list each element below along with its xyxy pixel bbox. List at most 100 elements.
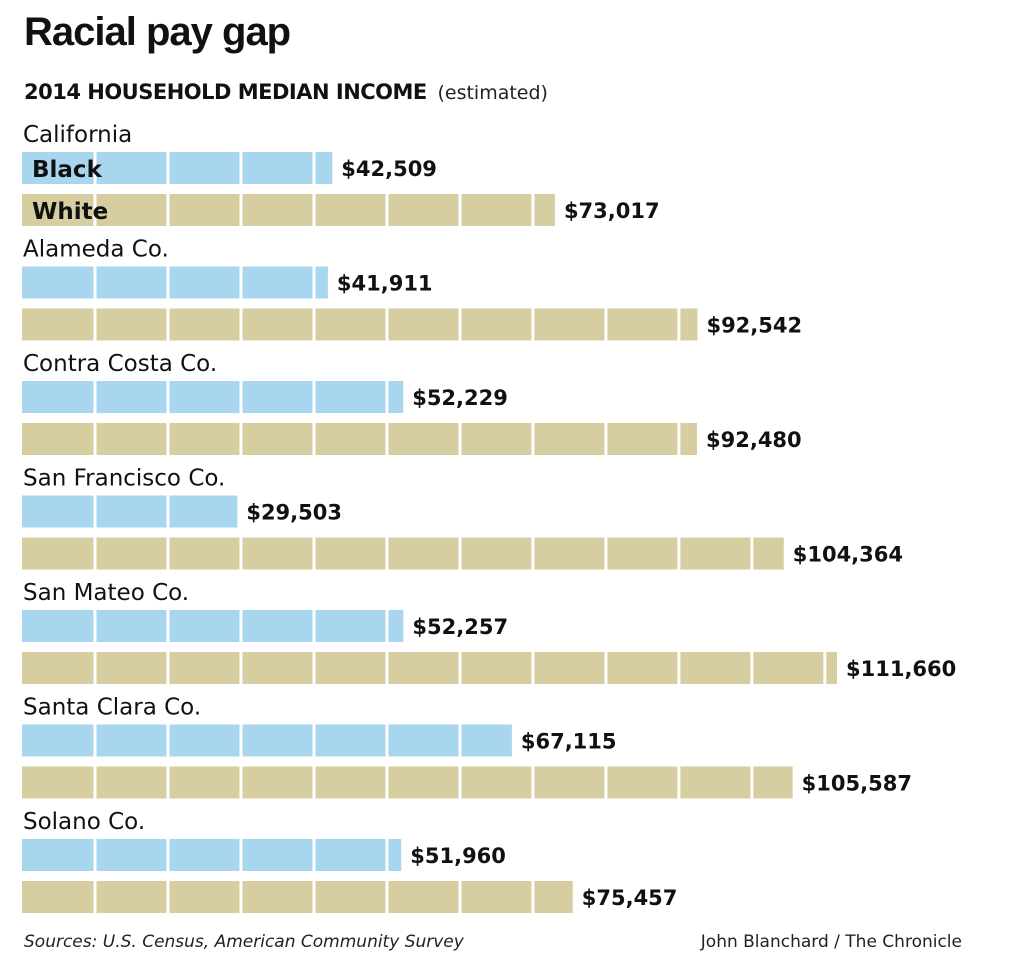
black-value-label: $52,257 xyxy=(412,615,508,639)
subtitle-note: (estimated) xyxy=(437,82,548,104)
bar-divider xyxy=(166,537,170,570)
bar-divider xyxy=(458,308,462,341)
bar-divider xyxy=(604,652,608,684)
bar-divider xyxy=(312,266,316,299)
bar-divider xyxy=(239,152,243,184)
bar-divider xyxy=(677,308,681,341)
bar-divider xyxy=(239,194,243,226)
white-bar xyxy=(22,881,573,913)
white-bar xyxy=(22,652,837,684)
white-value-label: $104,364 xyxy=(793,543,903,567)
black-value-label: $51,960 xyxy=(410,844,506,868)
white-bar xyxy=(22,423,698,455)
white-value-label: $92,480 xyxy=(706,428,802,452)
bar-divider xyxy=(385,881,389,913)
white-bar xyxy=(22,308,698,341)
chart-title: Racial pay gap xyxy=(24,10,291,54)
black-value-label: $52,229 xyxy=(412,386,508,410)
bar-divider xyxy=(385,194,389,226)
bar-divider xyxy=(531,423,535,455)
bar-divider xyxy=(823,652,827,684)
white-value-label: $92,542 xyxy=(706,314,802,338)
bar-divider xyxy=(93,610,97,642)
white-bar xyxy=(22,194,555,226)
white-value-label: $75,457 xyxy=(582,886,678,910)
black-bar xyxy=(22,381,404,413)
bar-divider xyxy=(166,381,170,413)
bar-divider xyxy=(166,610,170,642)
bar-divider xyxy=(385,766,389,799)
subtitle-main: 2014 HOUSEHOLD MEDIAN INCOME xyxy=(24,80,427,104)
bar-divider xyxy=(458,724,462,757)
bar-divider xyxy=(750,766,754,799)
bar-divider xyxy=(312,839,316,871)
bar-divider xyxy=(750,652,754,684)
bar-divider xyxy=(458,652,462,684)
bar-divider xyxy=(93,266,97,299)
source-note: Sources: U.S. Census, American Community… xyxy=(24,932,464,952)
bar-divider xyxy=(531,652,535,684)
bar-divider xyxy=(93,495,97,528)
bar-divider xyxy=(93,423,97,455)
bar-divider xyxy=(239,652,243,684)
bar-divider xyxy=(166,308,170,341)
bar-divider xyxy=(239,266,243,299)
black-bar xyxy=(22,839,402,871)
bar-divider xyxy=(604,766,608,799)
black-bar xyxy=(22,610,404,642)
bar-divider xyxy=(312,610,316,642)
bar-divider xyxy=(312,308,316,341)
bar-divider xyxy=(239,423,243,455)
bar-divider xyxy=(604,423,608,455)
group-label: Contra Costa Co. xyxy=(23,351,217,377)
group-label: San Francisco Co. xyxy=(23,466,225,492)
credit-line: John Blanchard / The Chronicle xyxy=(700,932,962,952)
bar-divider xyxy=(385,652,389,684)
black-bar xyxy=(22,152,333,184)
bar-divider xyxy=(239,881,243,913)
bar-divider xyxy=(604,308,608,341)
white-bar xyxy=(22,537,784,570)
bar-divider xyxy=(531,308,535,341)
group-label: Alameda Co. xyxy=(23,237,169,263)
bar-divider xyxy=(239,839,243,871)
bar-divider xyxy=(93,724,97,757)
bar-divider xyxy=(166,152,170,184)
white-value-label: $105,587 xyxy=(802,772,912,796)
black-bar xyxy=(22,495,238,528)
bar-divider xyxy=(93,308,97,341)
bar-divider xyxy=(93,194,97,226)
bar-divider xyxy=(166,423,170,455)
black-value-label: $29,503 xyxy=(246,501,342,525)
bar-divider xyxy=(239,537,243,570)
bar-divider xyxy=(239,766,243,799)
bar-divider xyxy=(93,652,97,684)
bar-divider xyxy=(312,724,316,757)
bar-divider xyxy=(93,152,97,184)
bar-divider xyxy=(312,537,316,570)
bar-divider xyxy=(93,839,97,871)
group-label: San Mateo Co. xyxy=(23,580,189,606)
bar-divider xyxy=(312,152,316,184)
chart-subtitle: 2014 HOUSEHOLD MEDIAN INCOME (estimated) xyxy=(24,80,548,104)
bar-divider xyxy=(531,537,535,570)
bar-divider xyxy=(385,537,389,570)
white-value-label: $73,017 xyxy=(564,199,660,223)
legend-black: Black xyxy=(32,157,103,183)
group-label: Santa Clara Co. xyxy=(23,695,201,721)
bar-divider xyxy=(239,308,243,341)
bar-divider xyxy=(166,194,170,226)
black-bar xyxy=(22,266,328,299)
white-bar xyxy=(22,766,793,799)
bar-divider xyxy=(239,610,243,642)
bar-divider xyxy=(166,766,170,799)
bar-divider xyxy=(93,381,97,413)
bar-divider xyxy=(531,881,535,913)
bar-divider xyxy=(458,537,462,570)
group-label: Solano Co. xyxy=(23,809,145,835)
bar-divider xyxy=(93,537,97,570)
bar-divider xyxy=(312,423,316,455)
bar-divider xyxy=(166,881,170,913)
bar-divider xyxy=(677,766,681,799)
bar-divider xyxy=(166,495,170,528)
